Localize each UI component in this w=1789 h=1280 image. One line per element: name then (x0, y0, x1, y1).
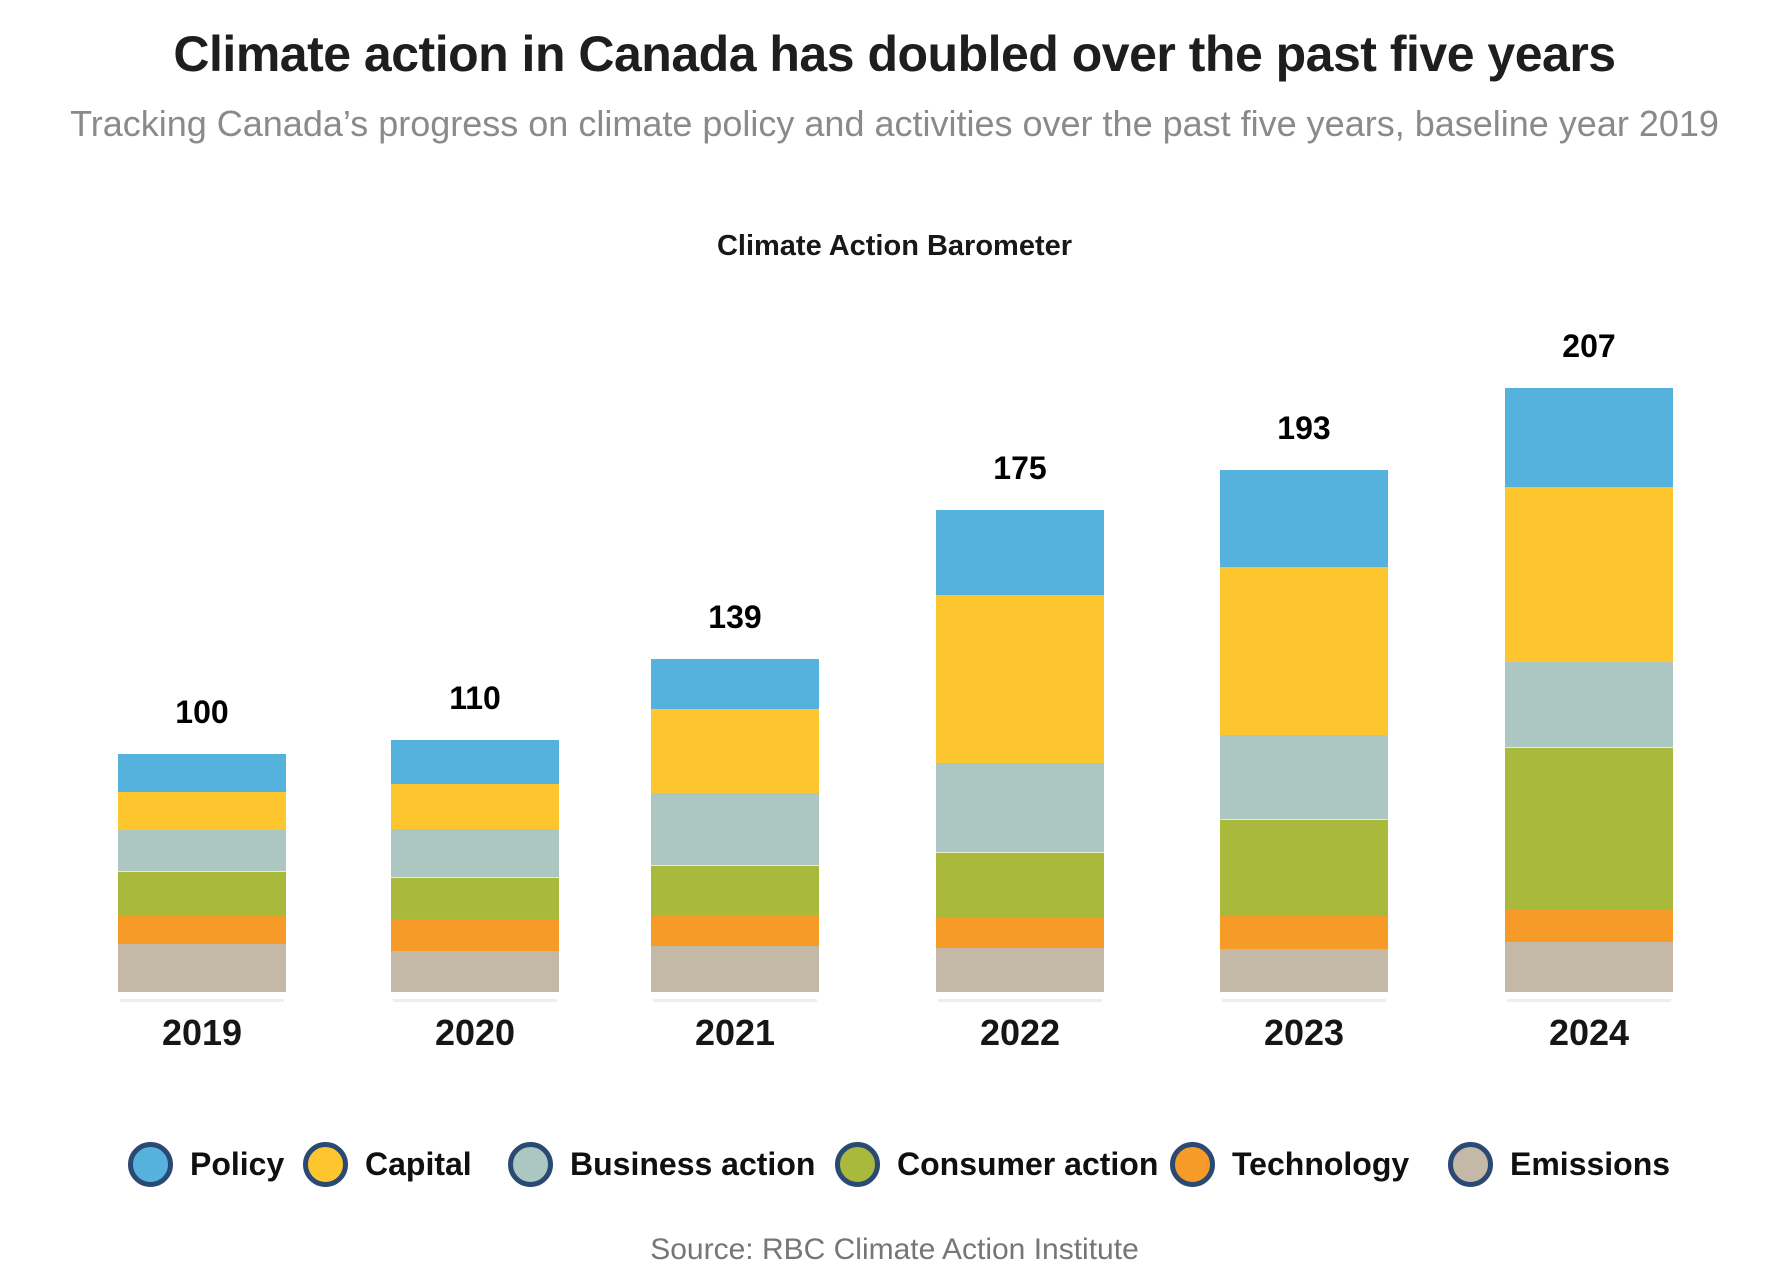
page-title: Climate action in Canada has doubled ove… (173, 26, 1616, 82)
bar-2021-segment-consumer-action (651, 865, 819, 916)
source-note: Source: RBC Climate Action Institute (650, 1233, 1139, 1266)
bar-2023-segment-consumer-action (1220, 818, 1388, 917)
bar-2020-segment-business-action (391, 829, 559, 878)
legend-marker-capital-icon (303, 1141, 348, 1187)
bar-2022-segment-capital (936, 595, 1104, 764)
bar-total-label-2019: 100 (175, 694, 229, 730)
x-axis-label-2023: 2023 (1263, 1012, 1345, 1053)
chart-title: Climate Action Barometer (716, 230, 1073, 262)
bar-2022-segment-emissions (936, 947, 1104, 992)
bar-column-2020 (391, 740, 559, 992)
legend-label-technology: Technology (1232, 1145, 1410, 1182)
legend-marker-technology-icon (1170, 1141, 1215, 1187)
bar-total-label-2023: 193 (1277, 410, 1331, 446)
bar-2024-segment-business-action (1505, 662, 1673, 747)
legend-marker-business-action-icon (508, 1141, 553, 1187)
bar-2019-segment-emissions (118, 944, 286, 992)
bar-2024-segment-capital (1505, 487, 1673, 663)
bar-2020-segment-policy (391, 740, 559, 784)
bar-total-label-2024: 207 (1562, 328, 1616, 364)
bar-2023-segment-business-action (1220, 735, 1388, 819)
legend-marker-policy-icon (128, 1141, 173, 1187)
bar-2020-segment-technology (391, 918, 559, 951)
page-subtitle: Tracking Canada’s progress on climate po… (70, 103, 1719, 144)
bar-2024-segment-emissions (1505, 942, 1673, 992)
bar-2023-segment-technology (1220, 916, 1388, 949)
bar-2021-segment-policy (651, 659, 819, 710)
bar-column-2023 (1220, 470, 1388, 992)
bar-2021-segment-technology (651, 915, 819, 947)
legend-label-capital: Capital (365, 1145, 472, 1182)
bar-2020-segment-emissions (391, 950, 559, 992)
x-axis-label-2022: 2022 (979, 1012, 1061, 1053)
bar-2019-segment-consumer-action (118, 870, 286, 916)
bar-2021-segment-business-action (651, 793, 819, 865)
bar-2019-segment-policy (118, 754, 286, 793)
bar-2023-segment-emissions (1220, 948, 1388, 992)
bar-2023-segment-capital (1220, 567, 1388, 736)
bar-2019-segment-business-action (118, 830, 286, 871)
bar-column-2021 (651, 659, 819, 992)
bar-2021-segment-capital (651, 709, 819, 794)
baseline-tick-2022 (938, 999, 1102, 1002)
legend-item-emissions: Emissions (1448, 1141, 1670, 1187)
legend-label-consumer-action: Consumer action (897, 1145, 1159, 1182)
bar-2022-segment-technology (936, 917, 1104, 948)
x-axis-label-2019: 2019 (161, 1012, 243, 1053)
legend-marker-consumer-action-icon (835, 1141, 880, 1187)
x-axis-label-2020: 2020 (434, 1012, 516, 1053)
legend-item-business-action: Business action (508, 1141, 815, 1187)
legend-label-business-action: Business action (570, 1145, 816, 1182)
bar-2022-segment-consumer-action (936, 851, 1104, 918)
bar-column-2019 (118, 754, 286, 992)
bar-total-label-2020: 110 (449, 680, 501, 716)
bar-2020-segment-capital (391, 783, 559, 830)
legend-item-consumer-action: Consumer action (835, 1141, 1158, 1187)
bar-2019-segment-capital (118, 792, 286, 831)
baseline-tick-2019 (120, 999, 284, 1002)
legend-item-policy: Policy (128, 1141, 284, 1187)
baseline-tick-2020 (393, 999, 557, 1002)
legend-item-capital: Capital (303, 1141, 472, 1187)
baseline-tick-2021 (653, 999, 817, 1002)
bar-2024-segment-technology (1505, 910, 1673, 943)
bar-2022-segment-policy (936, 510, 1104, 596)
bar-2023-segment-policy (1220, 470, 1388, 568)
bar-column-2022 (936, 510, 1104, 992)
bar-total-label-2021: 139 (708, 599, 762, 635)
baseline-tick-2024 (1507, 999, 1671, 1002)
bar-2024-segment-consumer-action (1505, 746, 1673, 911)
legend-marker-emissions-icon (1448, 1141, 1493, 1187)
bar-2022-segment-business-action (936, 763, 1104, 852)
legend-label-emissions: Emissions (1510, 1145, 1671, 1182)
legend-label-policy: Policy (190, 1145, 285, 1182)
bar-column-2024 (1505, 388, 1673, 992)
bar-2024-segment-policy (1505, 388, 1673, 488)
bar-2021-segment-emissions (651, 946, 819, 992)
legend-item-technology: Technology (1170, 1141, 1409, 1187)
x-axis-label-2024: 2024 (1548, 1012, 1630, 1053)
bar-total-label-2022: 175 (993, 450, 1047, 486)
bar-2020-segment-consumer-action (391, 877, 559, 919)
baseline-tick-2023 (1222, 999, 1386, 1002)
x-axis-label-2021: 2021 (694, 1012, 776, 1053)
bar-2019-segment-technology (118, 915, 286, 945)
